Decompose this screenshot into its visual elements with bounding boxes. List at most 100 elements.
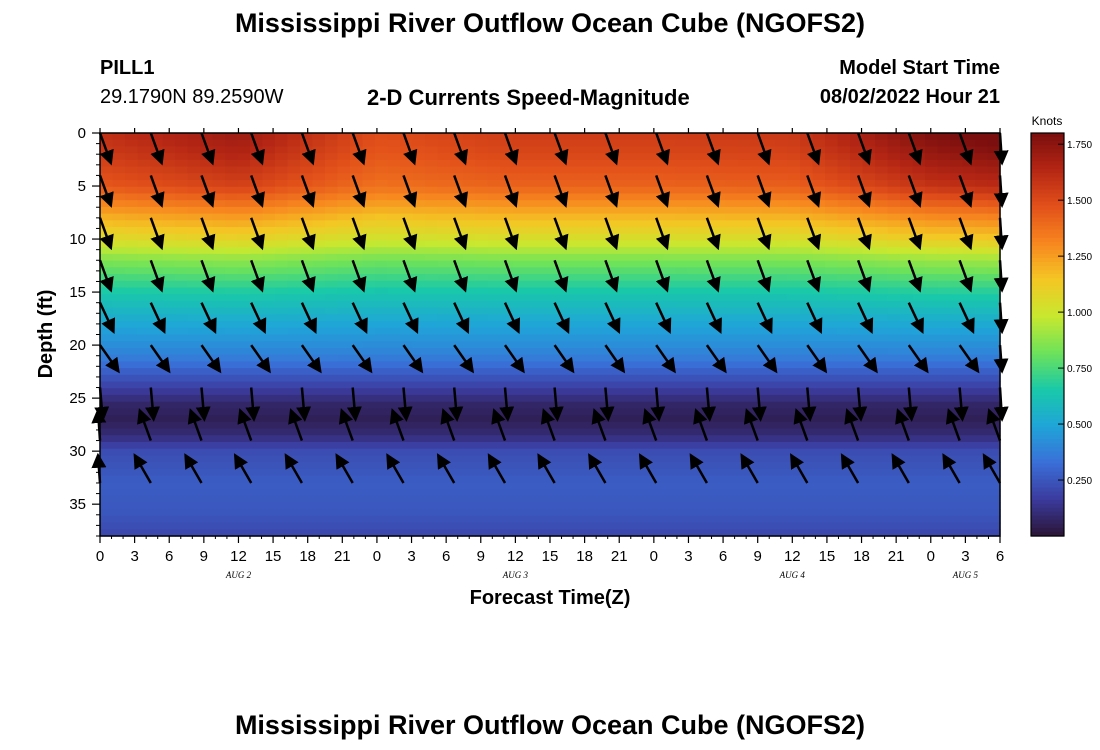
heatmap-cell [400, 475, 414, 483]
current-arrow [801, 387, 817, 422]
heatmap-cell [487, 260, 501, 268]
heatmap-cell [675, 321, 689, 329]
heatmap-cell [825, 233, 839, 242]
heatmap-cell [625, 455, 639, 463]
heatmap-cell [637, 529, 651, 537]
heatmap-cell [525, 455, 539, 463]
current-arrow [689, 453, 708, 484]
heatmap-cell [762, 374, 776, 383]
heatmap-cell [712, 206, 726, 215]
heatmap-cell [312, 307, 326, 315]
heatmap-cell [800, 468, 814, 477]
heatmap-cell [375, 193, 389, 201]
heatmap-cell [812, 388, 826, 396]
heatmap-cell [975, 475, 989, 483]
heatmap-cell [375, 361, 389, 369]
current-arrow [756, 259, 772, 293]
heatmap-cell [487, 394, 501, 403]
colorbar-segment [1031, 443, 1064, 448]
heatmap-cell [262, 146, 276, 154]
heatmap-cell [587, 435, 601, 443]
heatmap-cell [875, 200, 889, 208]
heatmap-cell [350, 166, 364, 174]
heatmap-cell [762, 247, 776, 255]
heatmap-cell [450, 186, 464, 195]
heatmap-cell [987, 133, 1001, 141]
heatmap-cell [300, 421, 314, 430]
heatmap-cell [662, 213, 676, 221]
heatmap-cell [400, 361, 414, 369]
heatmap-cell [325, 388, 339, 396]
heatmap-cell [475, 193, 489, 201]
heatmap-cell [750, 468, 764, 477]
heatmap-cell [687, 247, 701, 255]
heatmap-cell [412, 462, 426, 470]
heatmap-cell [212, 482, 226, 490]
heatmap-cell [987, 321, 1001, 329]
heatmap-cell [187, 206, 201, 215]
heatmap-cell [775, 247, 789, 255]
heatmap-cell [237, 421, 251, 430]
heatmap-cell [687, 502, 701, 510]
heatmap-cell [125, 220, 139, 228]
heatmap-cell [362, 139, 376, 148]
heatmap-cell [525, 401, 539, 409]
heatmap-cell [225, 233, 239, 242]
heatmap-cell [512, 274, 526, 282]
heatmap-cell [412, 522, 426, 530]
heatmap-cell [912, 220, 926, 228]
heatmap-cell [575, 327, 589, 336]
heatmap-cell [787, 260, 801, 268]
heatmap-cell [562, 408, 576, 416]
heatmap-cell [912, 247, 926, 255]
heatmap-cell [825, 173, 839, 181]
x-tick-label: 15 [265, 548, 282, 565]
heatmap-cell [175, 247, 189, 255]
heatmap-cell [337, 173, 351, 181]
heatmap-cell [587, 428, 601, 436]
heatmap-cell [487, 495, 501, 504]
heatmap-cell [637, 166, 651, 174]
heatmap-cell [575, 455, 589, 463]
heatmap-cell [925, 482, 939, 490]
heatmap-cell [562, 394, 576, 403]
heatmap-cell [912, 307, 926, 315]
heatmap-cell [125, 274, 139, 282]
heatmap-cell [275, 200, 289, 208]
heatmap-cell [975, 374, 989, 383]
heatmap-cell [287, 388, 301, 396]
heatmap-cell [575, 146, 589, 154]
heatmap-cell [925, 462, 939, 470]
heatmap-cell [700, 428, 714, 436]
heatmap-cell [975, 347, 989, 356]
heatmap-cell [937, 361, 951, 369]
heatmap-cell [237, 159, 251, 168]
heatmap-cell [850, 381, 864, 389]
heatmap-cell [387, 522, 401, 530]
heatmap-cell [350, 253, 364, 262]
heatmap-cell [800, 509, 814, 517]
heatmap-cell [887, 253, 901, 262]
heatmap-cell [600, 448, 614, 456]
heatmap-cell [837, 327, 851, 336]
x-tick-label: 6 [165, 548, 173, 565]
heatmap-cell [175, 374, 189, 383]
heatmap-cell [225, 509, 239, 517]
heatmap-cell [225, 441, 239, 450]
heatmap-cell [275, 314, 289, 322]
heatmap-cell [337, 529, 351, 537]
heatmap-cell [375, 502, 389, 510]
current-arrow [942, 453, 961, 484]
heatmap-cell [375, 146, 389, 154]
heatmap-cell [537, 267, 551, 275]
heatmap-cell [562, 488, 576, 497]
colorbar-tick-label: 1.750 [1067, 140, 1092, 151]
heatmap-cell [762, 186, 776, 195]
heatmap-cell [100, 260, 114, 268]
current-arrow [958, 174, 974, 208]
current-arrow [503, 344, 525, 374]
heatmap-cell [837, 441, 851, 450]
heatmap-cell [837, 468, 851, 477]
current-arrow [402, 344, 424, 374]
heatmap-cell [575, 529, 589, 537]
